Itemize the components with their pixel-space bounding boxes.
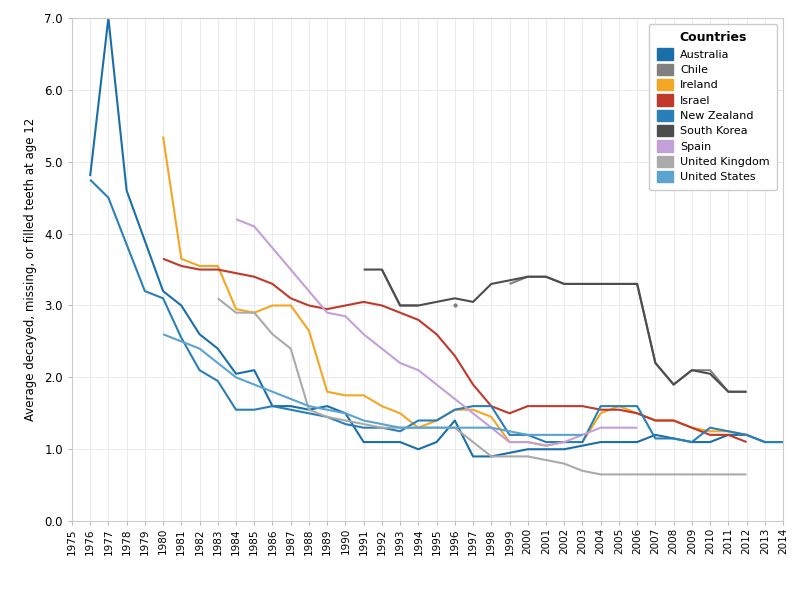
Legend: Australia, Chile, Ireland, Israel, New Zealand, South Korea, Spain, United Kingd: Australia, Chile, Ireland, Israel, New Z…	[649, 23, 777, 190]
Y-axis label: Average decayed, missing, or filled teeth at age 12: Average decayed, missing, or filled teet…	[24, 118, 38, 421]
